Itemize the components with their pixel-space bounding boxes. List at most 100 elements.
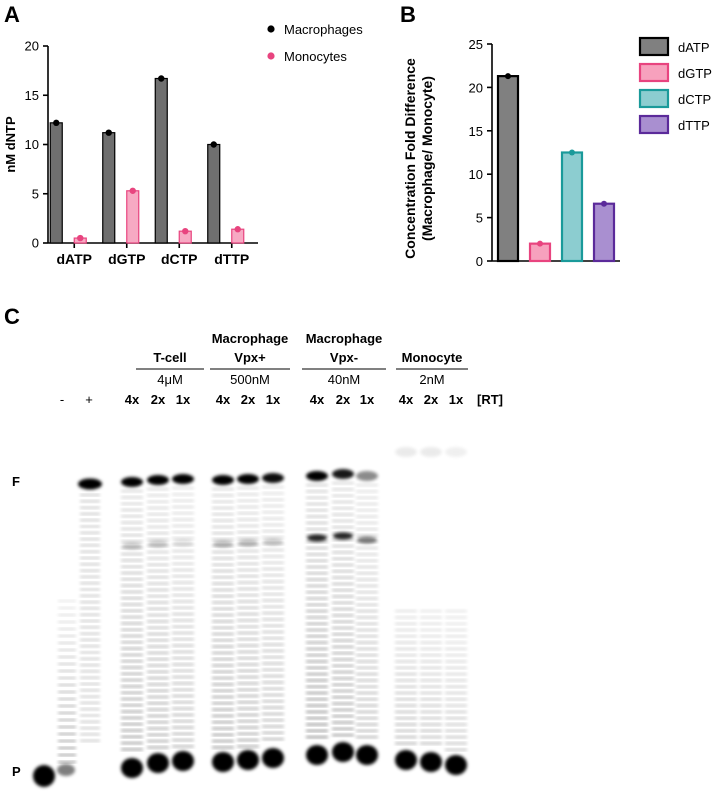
- gel-band: [80, 588, 100, 591]
- gel-band: [121, 647, 143, 650]
- lane-label: 4x: [399, 392, 414, 407]
- gel-band: [356, 654, 378, 657]
- gel-band: [147, 658, 169, 661]
- x-tick-label: dATP: [56, 251, 92, 267]
- gel-band: [212, 569, 234, 573]
- gel-band: [356, 509, 378, 512]
- full-length-band: [445, 447, 467, 457]
- full-length-band: [172, 474, 194, 484]
- gel-band: [332, 645, 354, 648]
- primer-band: [121, 758, 143, 778]
- gel-band: [237, 556, 259, 559]
- gel-band: [212, 513, 234, 516]
- gel-band: [121, 559, 143, 562]
- gel-band: [420, 666, 442, 669]
- y-tick-label: 0: [476, 254, 483, 269]
- gel-band: [58, 642, 76, 644]
- gel-band: [395, 742, 417, 745]
- gel-band: [332, 639, 354, 642]
- gel-band: [332, 582, 354, 585]
- gel-band: [356, 534, 378, 537]
- gel-band: [262, 549, 284, 552]
- gel-band: [212, 740, 234, 743]
- gel-band: [237, 676, 259, 679]
- primer-band: [212, 752, 234, 772]
- gel-band: [80, 708, 100, 711]
- gel-area: C - + T-cell 4μM 4x 2x 1x Macrophage Vpx+ 500nM 4x…: [0, 304, 530, 812]
- gel-band: [356, 647, 378, 650]
- gel-band: [332, 563, 354, 567]
- gel-band: [121, 716, 143, 719]
- panel-b-letter: B: [400, 2, 416, 27]
- gel-band: [172, 688, 194, 691]
- gel-band: [80, 683, 100, 685]
- bar-point: [105, 129, 112, 136]
- gel-band: [395, 654, 417, 657]
- gel-lane: [172, 474, 194, 771]
- gel-band: [147, 607, 169, 610]
- gel-band: [306, 723, 328, 726]
- gel-band: [237, 606, 259, 609]
- gel-band: [262, 530, 284, 533]
- gel-band: [121, 508, 143, 512]
- gel-lane: [420, 447, 442, 772]
- gel-band: [80, 670, 100, 673]
- gel-band: [332, 721, 354, 724]
- gel-band: [58, 684, 76, 686]
- gel-band: [237, 707, 259, 710]
- gel-band: [445, 698, 467, 701]
- gel-band: [356, 622, 378, 625]
- pause-band: [263, 538, 283, 546]
- gel-band: [395, 685, 417, 688]
- lane-label: 2x: [424, 392, 439, 407]
- gel-band: [147, 695, 169, 699]
- gel-band: [262, 719, 284, 722]
- gel-band: [172, 512, 194, 515]
- gel-band: [306, 717, 328, 720]
- gel-band: [237, 568, 259, 572]
- gel-band: [356, 691, 378, 695]
- gel-band: [420, 679, 442, 682]
- lane-label: 1x: [449, 392, 464, 407]
- gel-band: [80, 689, 100, 692]
- gel-band: [121, 565, 143, 568]
- gel-band: [332, 589, 354, 592]
- gel-band: [445, 673, 467, 676]
- gel-band: [58, 726, 76, 728]
- y-tick-label: 20: [469, 80, 483, 95]
- gel-band: [172, 587, 194, 590]
- gel-band: [332, 482, 354, 485]
- gel-band: [356, 717, 378, 720]
- group-name: Macrophage: [306, 331, 383, 346]
- gel-band: [445, 654, 467, 657]
- gel-band: [332, 526, 354, 529]
- gel-lane: [262, 473, 284, 768]
- gel-band: [80, 538, 100, 541]
- gel-lane: [332, 469, 354, 762]
- gel-band: [332, 708, 354, 711]
- gel-band: [306, 572, 328, 575]
- bar-point: [129, 187, 136, 194]
- gel-band: [80, 739, 100, 742]
- gel-band: [58, 670, 76, 672]
- gel-band: [58, 600, 76, 602]
- gel-band: [147, 538, 169, 541]
- gel-band: [262, 504, 284, 508]
- pause-band: [122, 542, 142, 550]
- y-tick-label: 10: [469, 167, 483, 182]
- gel-band: [420, 660, 442, 663]
- gel-band: [356, 698, 378, 701]
- gel-band: [332, 500, 354, 504]
- gel-band: [172, 600, 194, 603]
- gel-band: [332, 696, 354, 699]
- gel-band: [420, 729, 442, 732]
- gel-band: [262, 731, 284, 734]
- gel-band: [121, 653, 143, 656]
- gel-band: [172, 568, 194, 572]
- gel-band: [147, 519, 169, 522]
- gel-header: - + T-cell 4μM 4x 2x 1x Macrophage Vpx+ 500nM 4x 2x…: [60, 331, 503, 407]
- gel-band: [212, 702, 234, 705]
- gel-band: [262, 656, 284, 659]
- gel-band: [262, 637, 284, 640]
- gel-band: [395, 729, 417, 732]
